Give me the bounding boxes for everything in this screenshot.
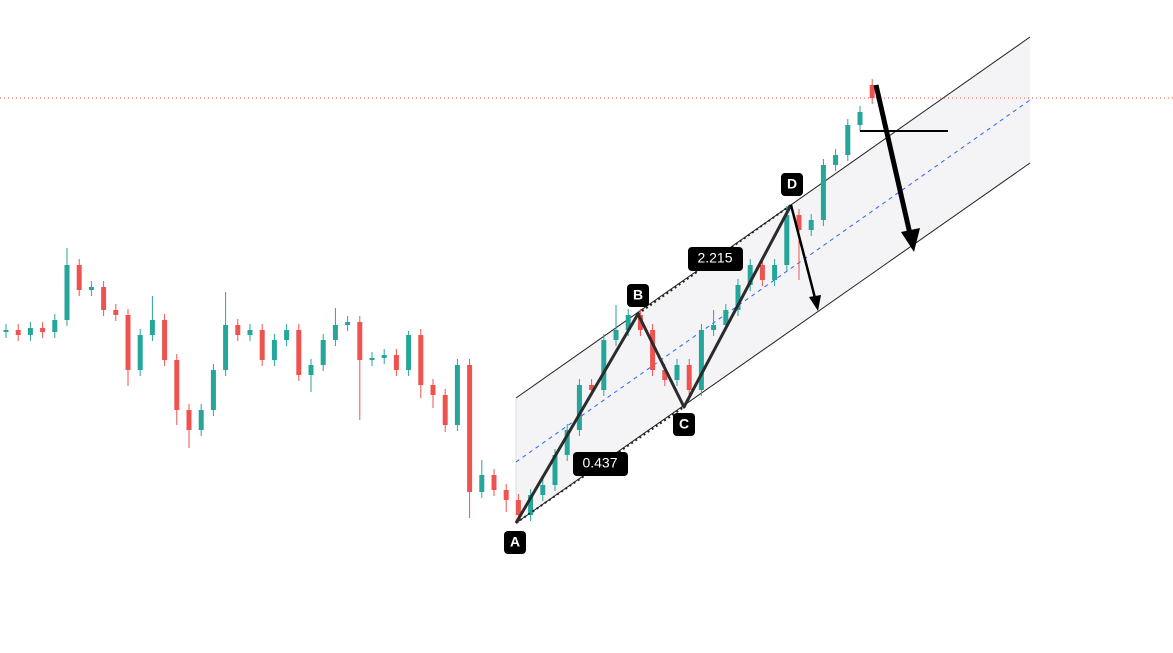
point-box (504, 531, 526, 554)
candle-body (808, 220, 814, 230)
candle-body (662, 370, 668, 380)
candle-body (857, 112, 863, 125)
arrow-small (789, 204, 817, 299)
candle-body (345, 322, 351, 325)
candle-body (88, 287, 94, 290)
channel-median (515, 99, 1031, 463)
point-label: B (633, 287, 643, 303)
candle-body (698, 330, 704, 390)
point-label: C (679, 416, 689, 432)
candle-body (381, 355, 387, 358)
candle-body (711, 325, 717, 330)
candle-body (772, 265, 778, 280)
candle-body (284, 330, 290, 340)
candle-body (869, 85, 875, 98)
candle-body (589, 385, 595, 390)
candle-body (747, 265, 753, 285)
candle-body (259, 330, 265, 360)
candle-body (540, 485, 546, 495)
arrow-big (873, 84, 913, 235)
candle-body (686, 365, 692, 390)
ac-dotted (515, 406, 685, 524)
candle-body (174, 360, 180, 410)
candle-body (332, 325, 338, 340)
candle-body (576, 385, 582, 430)
candle-body (406, 335, 412, 370)
candle-body (820, 165, 826, 220)
candle-body (15, 330, 21, 335)
point-box (781, 173, 803, 196)
candle-body (735, 285, 741, 310)
candle-body (149, 320, 155, 335)
candle-body (418, 335, 424, 385)
candle-body (76, 265, 82, 290)
candle-body (271, 340, 277, 360)
candles (0, 79, 1173, 523)
ratio-label: 2.215 (697, 250, 732, 266)
candle-body (552, 455, 558, 485)
candle-body (27, 328, 33, 335)
candle-body (247, 330, 253, 335)
candle-body (198, 410, 204, 430)
candle-body (357, 322, 363, 360)
candle-body (491, 475, 497, 490)
candle-body (796, 215, 802, 230)
arrow-small-head (809, 295, 821, 311)
candle-body (3, 330, 9, 332)
ratio-box (573, 452, 628, 476)
arrow-big-head (901, 228, 920, 252)
candle-body (393, 355, 399, 370)
candle-body (650, 330, 656, 370)
candle-body (613, 330, 619, 340)
candle-body (430, 385, 436, 395)
candle-body (64, 265, 70, 320)
candle-body (125, 315, 131, 370)
candle-body (186, 410, 192, 430)
candle-body (369, 358, 375, 360)
candle-body (137, 335, 143, 370)
candle-body (162, 320, 168, 360)
candle-body (784, 215, 790, 265)
point-box (673, 413, 695, 436)
candle-body (759, 265, 765, 280)
candle-body (479, 475, 485, 492)
candle-body (503, 490, 509, 500)
candle-body (454, 365, 460, 425)
candle-body (113, 310, 119, 315)
candle-body (674, 365, 680, 380)
ratio-label: 0.437 (582, 455, 617, 471)
candle-body (637, 315, 643, 330)
candle-body (101, 287, 107, 310)
candle-body (845, 125, 851, 155)
candle-body (210, 370, 216, 410)
ratio-box (688, 247, 743, 271)
abcd-path (514, 204, 793, 524)
candle-body (601, 340, 607, 390)
candle-body (40, 328, 46, 332)
candle-body (723, 310, 729, 325)
point-label: D (787, 176, 797, 192)
point-label: A (510, 534, 520, 550)
candle-body (625, 315, 631, 330)
candle-body (320, 340, 326, 365)
candle-body (442, 395, 448, 425)
candle-body (296, 330, 302, 375)
bd-dotted (637, 204, 792, 315)
candle-body (564, 430, 570, 455)
pattern-overlay: A B C D 2.215 0.437 (504, 84, 948, 554)
point-box (627, 284, 649, 307)
candle-body (833, 155, 839, 165)
candle-body (308, 365, 314, 375)
candle-body (52, 320, 58, 332)
candle-body (528, 495, 534, 515)
candle-body (515, 500, 521, 515)
candle-body (223, 325, 229, 370)
candle-body (235, 325, 241, 335)
candle-body (467, 365, 473, 492)
